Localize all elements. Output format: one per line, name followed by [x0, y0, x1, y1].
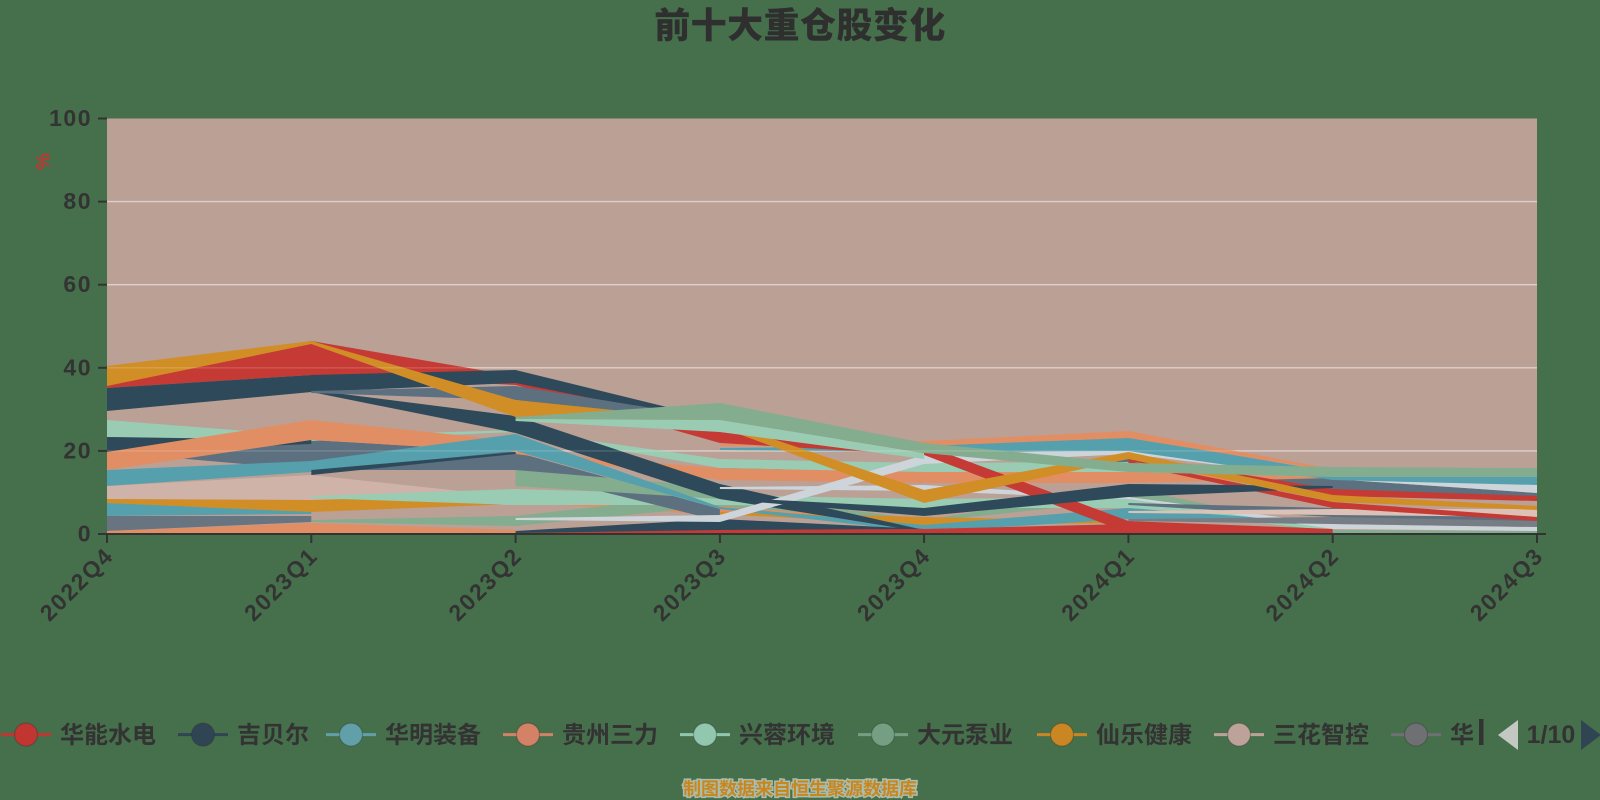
svg-text:100: 100: [49, 105, 92, 131]
svg-text:1/10: 1/10: [1527, 721, 1576, 749]
svg-text:60: 60: [63, 271, 92, 297]
svg-text:40: 40: [63, 354, 92, 380]
svg-text:80: 80: [63, 188, 92, 214]
svg-text:0: 0: [78, 521, 92, 547]
svg-text:%: %: [31, 153, 52, 170]
svg-text:20: 20: [63, 437, 92, 463]
